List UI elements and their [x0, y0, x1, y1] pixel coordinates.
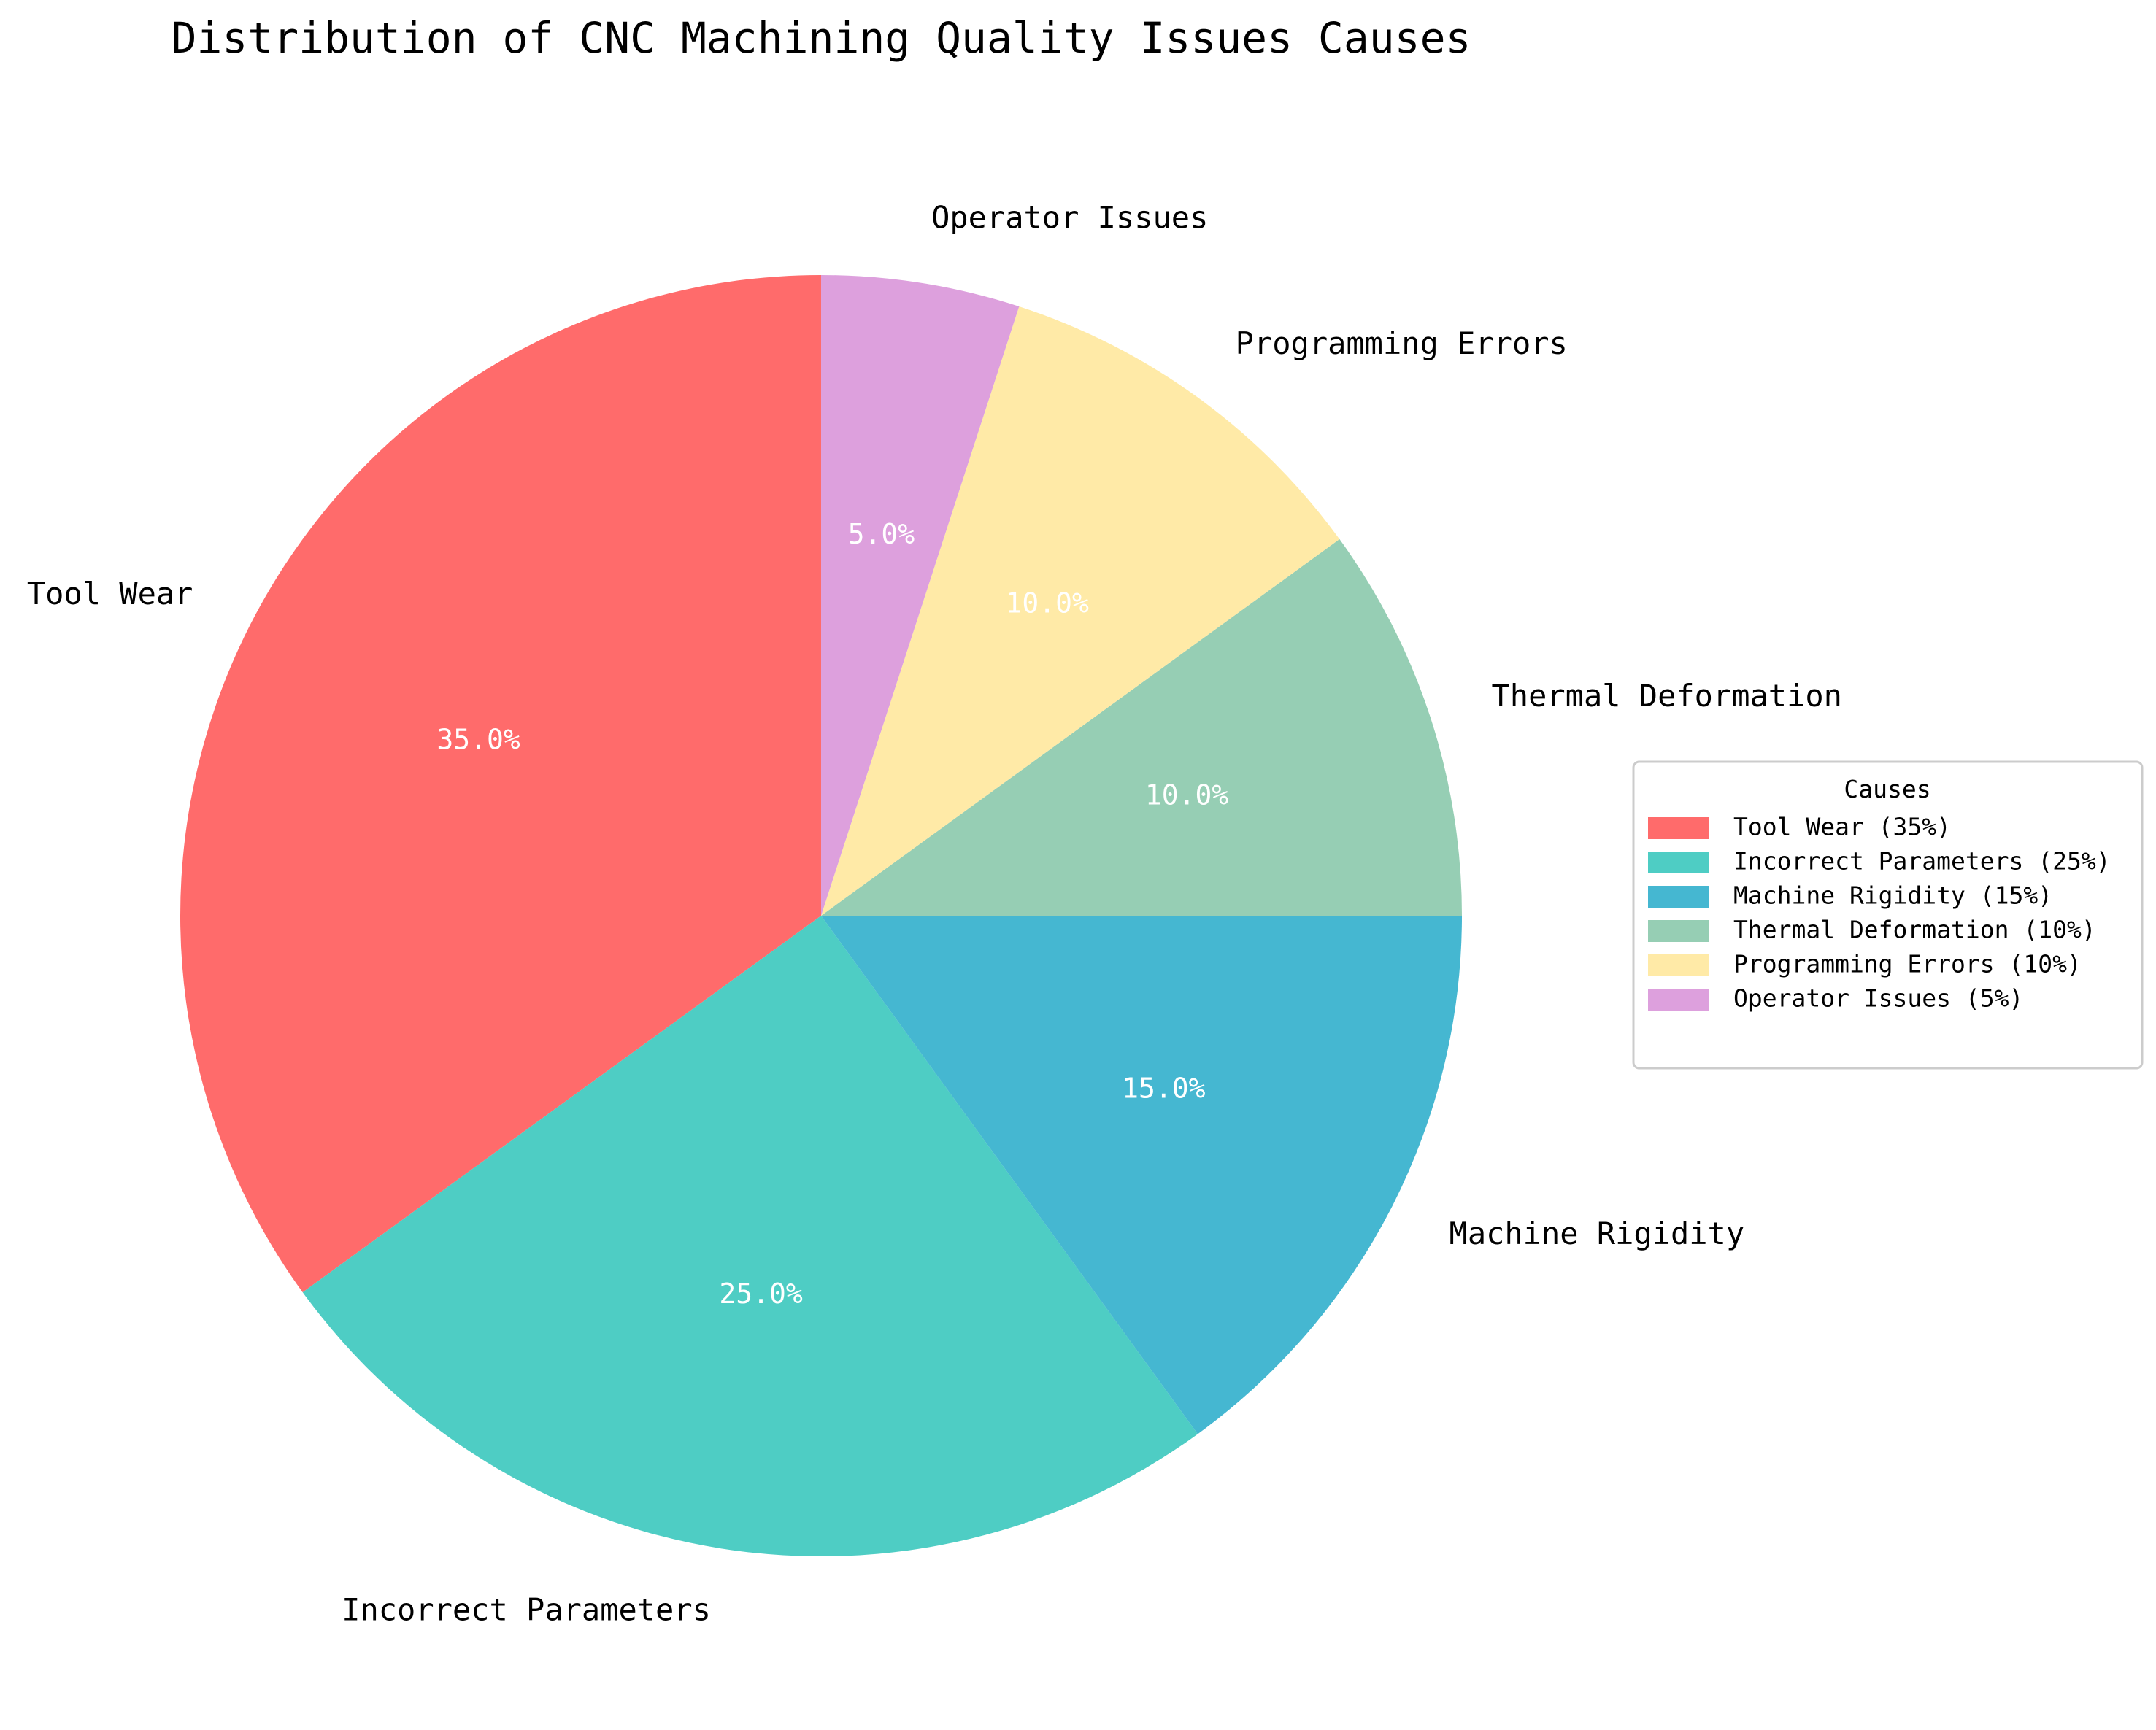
legend-label-tool-wear: Tool Wear (35%) — [1733, 813, 1951, 841]
chart-title: Distribution of CNC Machining Quality Is… — [172, 13, 1471, 63]
legend-swatch-programming-errors — [1648, 954, 1709, 976]
legend-label-thermal-deformation: Thermal Deformation (10%) — [1733, 916, 2096, 944]
legend-swatch-thermal-deformation — [1648, 920, 1709, 942]
legend: Causes Tool Wear (35%) Incorrect Paramete… — [1632, 760, 2144, 1070]
legend-title: Causes — [1844, 775, 1930, 803]
legend-label-incorrect-parameters: Incorrect Parameters (25%) — [1733, 847, 2111, 876]
slice-label-thermal-deformation: Thermal Deformation — [1492, 678, 1842, 714]
pie-slice-machine-rigidity — [821, 916, 1462, 1434]
percent-label-machine-rigidity: 15.0% — [1122, 1073, 1206, 1105]
percent-label-operator-issues: 5.0% — [848, 518, 915, 550]
pie-slice-operator-issues — [821, 275, 1020, 916]
pie-slice-incorrect-parameters — [302, 916, 1198, 1556]
pie-slice-tool-wear — [180, 275, 822, 1293]
percent-label-programming-errors: 10.0% — [1005, 587, 1089, 619]
slice-label-operator-issues: Operator Issues — [931, 200, 1208, 236]
legend-swatch-incorrect-parameters — [1648, 852, 1709, 873]
slice-label-tool-wear: Tool Wear — [27, 576, 193, 611]
legend-frame — [1632, 760, 2144, 1070]
percent-label-thermal-deformation: 10.0% — [1145, 779, 1229, 811]
slice-label-incorrect-parameters: Incorrect Parameters — [342, 1591, 711, 1627]
legend-items: Tool Wear (35%) Incorrect Parameters (25%… — [1648, 813, 2111, 1013]
pie-slices — [180, 275, 1462, 1556]
slice-label-programming-errors: Programming Errors — [1236, 325, 1568, 361]
legend-label-operator-issues: Operator Issues (5%) — [1733, 984, 2023, 1013]
pie-percent-labels: 35.0% 25.0% 15.0% 10.0% 10.0% 5.0% — [436, 518, 1228, 1310]
percent-label-tool-wear: 35.0% — [436, 723, 520, 755]
legend-swatch-operator-issues — [1648, 989, 1709, 1011]
pie-slice-labels: Tool Wear Incorrect Parameters Machine Rig… — [27, 200, 1842, 1628]
pie-slice-programming-errors — [821, 306, 1340, 916]
legend-swatch-machine-rigidity — [1648, 886, 1709, 908]
legend-label-programming-errors: Programming Errors (10%) — [1733, 950, 2082, 978]
legend-label-machine-rigidity: Machine Rigidity (15%) — [1733, 881, 2052, 910]
slice-label-machine-rigidity: Machine Rigidity — [1449, 1216, 1745, 1251]
legend-swatch-tool-wear — [1648, 817, 1709, 839]
percent-label-incorrect-parameters: 25.0% — [719, 1278, 803, 1310]
pie-slice-thermal-deformation — [821, 538, 1462, 916]
